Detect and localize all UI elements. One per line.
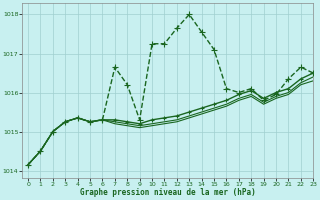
X-axis label: Graphe pression niveau de la mer (hPa): Graphe pression niveau de la mer (hPa) xyxy=(80,188,255,197)
